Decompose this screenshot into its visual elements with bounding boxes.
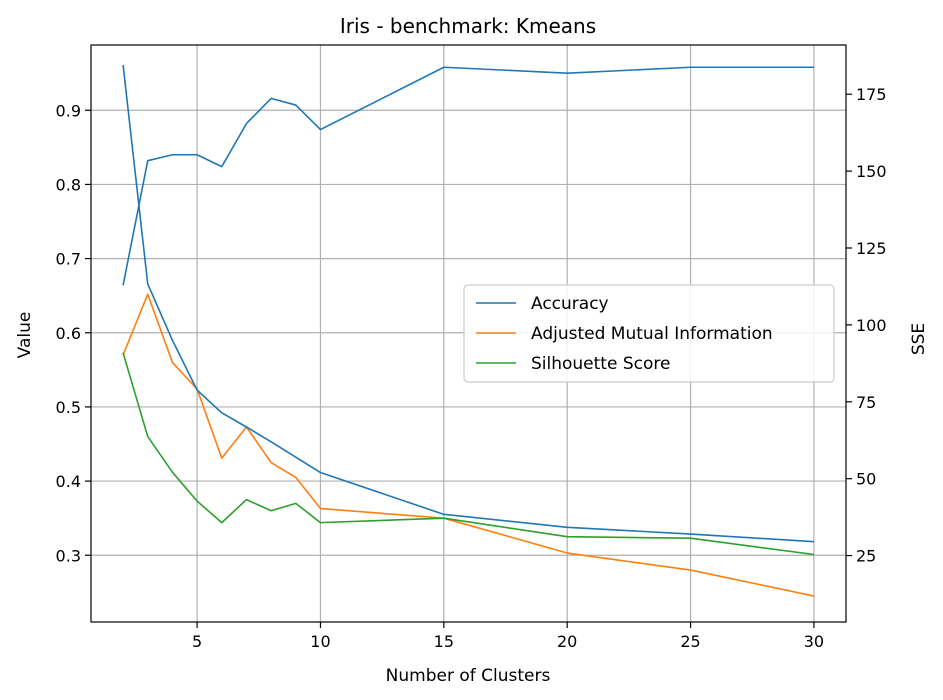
x-tick-label: 30 [804, 632, 824, 651]
tick-layer: 5 10 15 20 25 30 0.3 0.4 0.5 0.6 0.7 0.8 0.9 25 50 75 10… [56, 85, 887, 651]
series-line-silhouette-score [122, 352, 815, 556]
x-tick-label: 20 [557, 632, 577, 651]
chart-title: Iris - benchmark: Kmeans [340, 14, 596, 38]
y2-tick-label: 100 [856, 316, 887, 335]
y-tick-label: 0.7 [56, 250, 81, 269]
y-tick-label: 0.8 [56, 175, 81, 194]
y2-axis-label: SSE [909, 323, 929, 355]
y2-tick-label: 125 [856, 239, 887, 258]
x-tick-label: 10 [310, 632, 330, 651]
y-tick-label: 0.4 [56, 472, 81, 491]
y-tick-label: 0.6 [56, 324, 81, 343]
series-layer [122, 64, 815, 597]
y2-tick-label: 50 [856, 470, 876, 489]
x-axis-label: Number of Clusters [386, 666, 551, 686]
y2-tick-label: 175 [856, 85, 887, 104]
x-tick-label: 25 [680, 632, 700, 651]
legend-label: Silhouette Score [531, 354, 670, 374]
y2-tick-label: 150 [856, 162, 887, 181]
y2-tick-label: 75 [856, 393, 876, 412]
y-tick-label: 0.9 [56, 101, 81, 120]
x-tick-label: 15 [434, 632, 454, 651]
legend-label: Adjusted Mutual Information [531, 324, 773, 344]
legend-label: Accuracy [531, 294, 609, 314]
y-axis-label: Value [15, 312, 35, 359]
legend-box [463, 284, 835, 383]
y-tick-label: 0.5 [56, 398, 81, 417]
x-tick-label: 5 [192, 632, 202, 651]
y2-tick-label: 25 [856, 547, 876, 566]
y-tick-label: 0.3 [56, 546, 81, 565]
series-line-accuracy [122, 66, 814, 286]
series-line-adjusted-mutual-information [122, 293, 815, 597]
legend: Accuracy Adjusted Mutual Information Silho… [463, 284, 835, 383]
plot-frame [90, 44, 847, 623]
series-line-sse [122, 64, 814, 543]
